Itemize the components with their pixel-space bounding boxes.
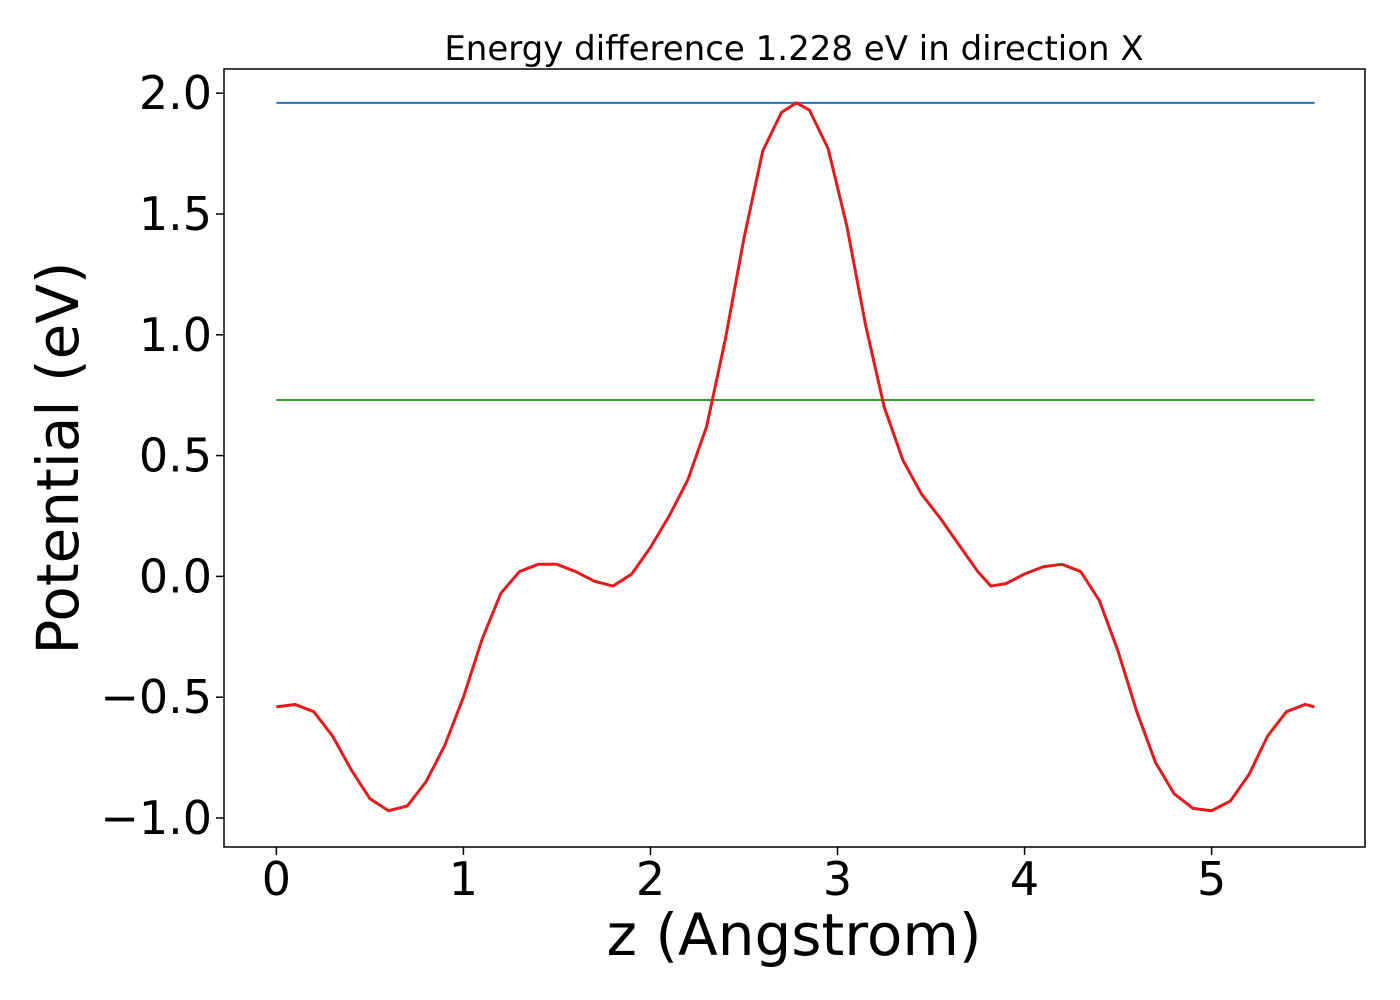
x-tick-label: 1 — [449, 852, 478, 906]
y-tick-label: −1.0 — [100, 791, 212, 845]
x-axis-title: z (Angstrom) — [607, 901, 982, 969]
x-tick-label: 3 — [823, 852, 852, 906]
x-tick-label: 2 — [636, 852, 665, 906]
plot-frame — [223, 68, 1366, 848]
series-layer — [276, 101, 1315, 813]
x-axis-ticks: 0 1 2 3 4 5 — [262, 847, 1226, 906]
y-tick-label: 1.0 — [139, 308, 212, 362]
y-tick-label: 0.5 — [139, 429, 212, 483]
y-tick-label: 2.0 — [139, 66, 212, 120]
y-axis-ticks: −1.0 −0.5 0.0 0.5 1.0 1.5 2.0 — [100, 66, 224, 845]
chart-title: Energy difference 1.228 eV in direction … — [444, 29, 1143, 69]
y-tick-label: 0.0 — [139, 549, 212, 603]
y-axis-title: Potential (eV) — [24, 261, 92, 654]
y-tick-label: −0.5 — [100, 670, 212, 724]
x-tick-label: 5 — [1197, 852, 1226, 906]
potential-curve-1 — [276, 101, 1315, 813]
y-tick-label: 1.5 — [139, 187, 212, 241]
x-tick-label: 4 — [1010, 852, 1039, 906]
x-tick-label: 0 — [262, 852, 291, 906]
